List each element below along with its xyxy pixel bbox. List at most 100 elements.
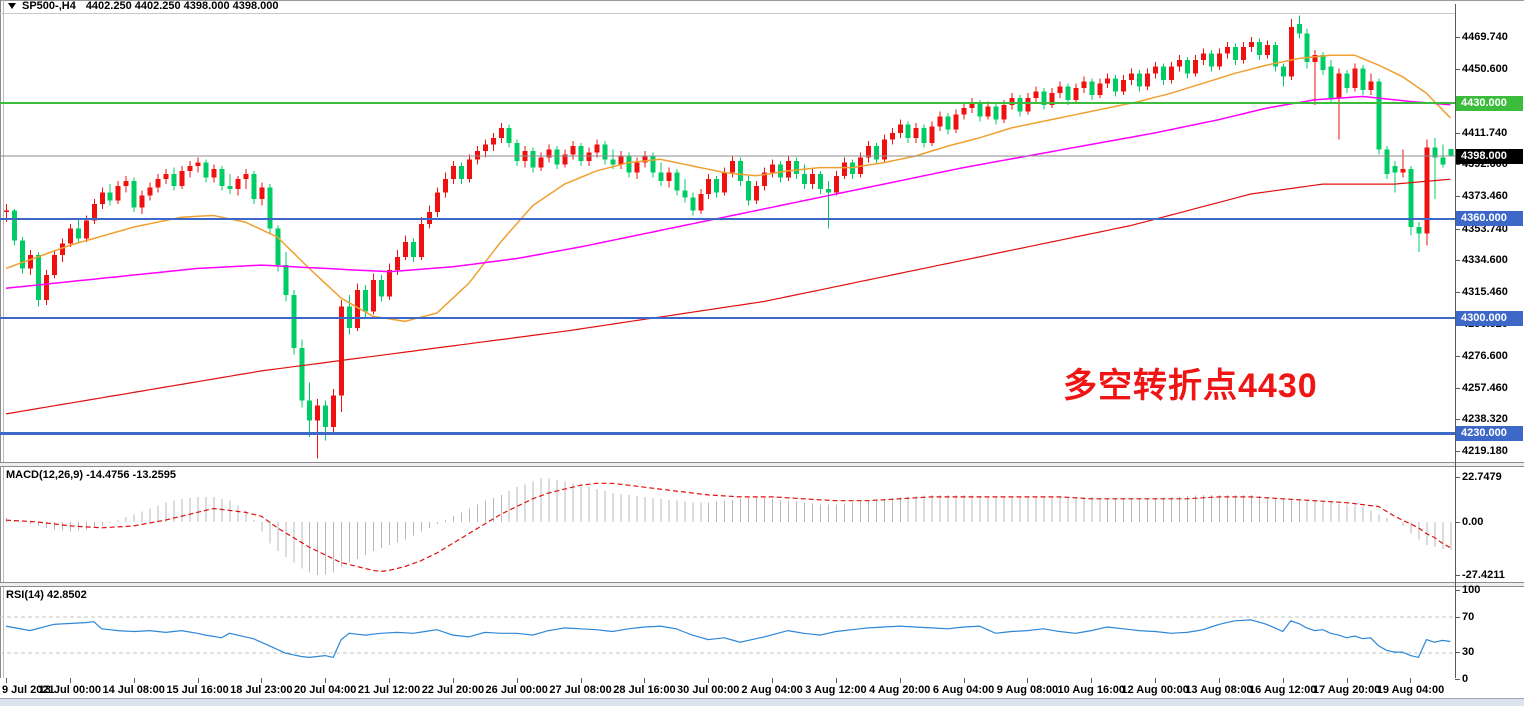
- x-axis-label: 6 Aug 04:00: [932, 684, 995, 696]
- window-top-border: [0, 0, 1524, 1]
- x-axis-tick: [133, 678, 135, 683]
- x-axis-tick: [69, 678, 71, 683]
- x-axis-label: 19 Aug 04:00: [1376, 684, 1445, 696]
- x-axis-tick: [899, 678, 901, 683]
- symbol-period: SP500-,H4: [22, 0, 76, 12]
- y-axis-tick: [1455, 291, 1460, 293]
- y-axis-tick: [1455, 652, 1460, 654]
- main-chart-canvas[interactable]: [0, 14, 1456, 463]
- y-axis-tick: [1455, 521, 1460, 523]
- x-axis-tick: [644, 678, 646, 683]
- macd-canvas[interactable]: [0, 467, 1456, 582]
- x-axis-label: 10 Aug 16:00: [1057, 684, 1125, 696]
- y-axis-tick: [1455, 589, 1460, 591]
- ma-fast-orange: [5, 54, 1451, 323]
- y-axis-tick: [1455, 451, 1460, 453]
- panel-splitter-rsi[interactable]: [0, 582, 1524, 587]
- x-axis-label: 30 Jul 00:00: [677, 684, 740, 696]
- ma-mid-magenta: [5, 95, 1451, 290]
- x-axis-tick: [1027, 678, 1029, 683]
- x-axis-label: 4 Aug 20:00: [869, 684, 931, 696]
- macd-histogram: [6, 478, 1452, 576]
- x-axis-tick: [325, 678, 327, 683]
- annotation-text: 多空转折点4430: [1063, 367, 1318, 405]
- x-axis-tick: [708, 678, 710, 683]
- x-axis-label: 27 Jul 08:00: [549, 684, 612, 696]
- panel-splitter-macd[interactable]: [0, 462, 1524, 467]
- x-axis-tick: [1346, 678, 1348, 683]
- y-axis-label: 4373.460: [1462, 190, 1508, 203]
- y-axis-tick: [1455, 678, 1460, 680]
- y-axis-tick: [1455, 477, 1460, 479]
- y-axis-tick: [1455, 616, 1460, 618]
- x-axis-label: 9 Jul 2021: [2, 684, 55, 696]
- x-axis-tick: [772, 678, 774, 683]
- y-axis-label: 30: [1462, 646, 1475, 659]
- x-axis-tick: [580, 678, 582, 683]
- y-axis-label: 0.00: [1462, 515, 1484, 528]
- time-axis: 9 Jul 2021 13 Jul 00:00 14 Jul 08:00 15 Jul…: [0, 678, 1524, 698]
- x-axis-label: 22 Jul 20:00: [421, 684, 485, 696]
- y-axis-tick: [1455, 419, 1460, 421]
- y-axis-label: 0: [1462, 672, 1469, 685]
- ohlc-dropdown-icon[interactable]: [8, 3, 16, 10]
- macd-label: MACD(12,26,9) -14.4756 -13.2595: [6, 469, 176, 481]
- x-axis-label: 3 Aug 12:00: [805, 684, 867, 696]
- x-axis-label: 26 Jul 00:00: [485, 684, 548, 696]
- window-left-inner-border: [3, 0, 4, 698]
- x-axis-label: 17 Aug 20:00: [1312, 684, 1381, 696]
- rsi-canvas[interactable]: [0, 586, 1456, 678]
- x-axis-label: 18 Jul 23:00: [230, 684, 293, 696]
- y-axis-label: 4238.320: [1462, 413, 1508, 426]
- x-axis-label: 12 Aug 00:00: [1121, 684, 1189, 696]
- x-axis-tick: [6, 678, 7, 683]
- x-axis-label: 13 Jul 00:00: [38, 684, 102, 696]
- x-axis-label: 21 Jul 12:00: [357, 684, 421, 696]
- price-axis-line: [1455, 4, 1456, 682]
- ohlc-values: 4402.250 4402.250 4398.000 4398.000: [85, 0, 279, 12]
- x-axis-tick: [1091, 678, 1093, 683]
- x-axis-label: 15 Jul 16:00: [166, 684, 229, 696]
- y-axis-tick: [1455, 356, 1460, 358]
- y-axis-tick: [1455, 260, 1460, 262]
- x-axis-tick: [197, 678, 199, 683]
- x-axis-tick: [389, 678, 391, 683]
- x-axis-tick: [1410, 678, 1412, 683]
- y-axis-label: 4219.180: [1462, 445, 1508, 458]
- y-axis-label: 70: [1462, 610, 1475, 623]
- price-badge-4360: 4360.000: [1456, 211, 1523, 227]
- y-axis-label: 4450.600: [1462, 62, 1508, 75]
- rsi-label: RSI(14) 42.8502: [6, 589, 87, 601]
- x-axis-label: 13 Aug 08:00: [1185, 684, 1253, 696]
- x-axis-label: 2 Aug 04:00: [741, 684, 803, 696]
- x-axis-label: 9 Aug 08:00: [996, 684, 1059, 696]
- x-axis-tick: [1218, 678, 1220, 683]
- x-axis-label: 14 Jul 08:00: [102, 684, 165, 696]
- rsi-line: [5, 619, 1451, 659]
- x-axis-tick: [452, 678, 454, 683]
- y-axis-label: 100: [1462, 583, 1481, 596]
- window-left-border: [0, 0, 1, 698]
- window-bottom-strip: [0, 698, 1524, 706]
- y-axis-label: 4334.600: [1462, 254, 1508, 267]
- y-axis-tick: [1455, 68, 1460, 70]
- y-axis-tick: [1455, 164, 1460, 166]
- x-axis-tick: [516, 678, 518, 683]
- x-axis-tick: [261, 678, 263, 683]
- price-badge-4398: 4398.000: [1456, 148, 1523, 164]
- x-axis-label: 28 Jul 16:00: [613, 684, 676, 696]
- chart-header: SP500-,H4 4402.250 4402.250 4398.000 4398…: [8, 0, 279, 13]
- price-badge-4430: 4430.000: [1456, 95, 1523, 111]
- y-axis-label: 4469.740: [1462, 30, 1508, 43]
- y-axis-label: 4315.460: [1462, 285, 1508, 298]
- y-axis-tick: [1455, 36, 1460, 38]
- price-badge-4230: 4230.000: [1456, 426, 1523, 442]
- y-axis-tick: [1455, 132, 1460, 134]
- y-axis-label: 22.7479: [1462, 471, 1502, 484]
- y-axis-label: 4257.460: [1462, 381, 1508, 394]
- y-axis-tick: [1455, 574, 1460, 576]
- macd-signal-line: [5, 482, 1451, 573]
- y-axis-label: -27.4211: [1462, 568, 1505, 581]
- x-axis-label: 16 Aug 12:00: [1249, 684, 1317, 696]
